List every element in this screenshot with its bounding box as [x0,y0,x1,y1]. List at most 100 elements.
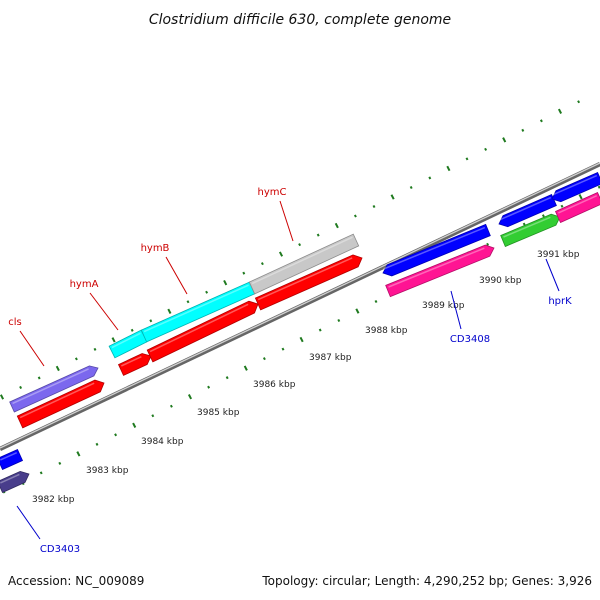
tick-mark [281,347,285,351]
tick-mark [409,185,413,189]
gene-feature-highlight [251,236,353,285]
tick-mark [223,280,228,286]
tick-mark [484,147,488,151]
gene-feature-highlight [121,355,142,367]
tick-mark [560,204,564,208]
tick-mark [260,262,264,266]
tick-mark [390,194,395,200]
scale-label: 3990 kbp [479,276,522,286]
gene-feature[interactable] [554,191,600,224]
gene-feature-highlight [0,451,18,461]
gene-label-cd3408[interactable]: CD3408 [450,334,490,345]
gene-feature-highlight [111,332,141,349]
gene-feature[interactable] [117,353,152,376]
tick-mark [37,376,41,380]
tick-mark [298,243,302,247]
tick-mark [278,251,284,257]
scale-label: 3984 kbp [141,437,184,447]
accession-label: Accession: NC_009089 [8,574,144,588]
tick-mark [19,385,23,389]
gene-feature[interactable] [0,448,24,471]
backbone-highlight [0,162,600,449]
tick-mark [557,108,563,114]
tick-marks-outer [0,100,581,400]
tick-mark [167,308,172,314]
tick-mark [243,365,248,371]
scale-label: 3983 kbp [86,466,129,476]
gene-label-hprk[interactable]: hprK [548,296,572,307]
gene-label-hyma[interactable]: hymA [70,279,99,290]
tick-mark [95,442,99,446]
tick-mark [39,471,43,475]
gene-feature[interactable] [500,213,561,248]
genome-stats-label: Topology: circular; Length: 4,290,252 bp… [261,574,592,588]
tick-mark [353,214,357,218]
tick-mark [541,214,545,218]
tick-mark [465,157,469,161]
tick-mark [521,128,525,132]
tick-mark [242,271,246,275]
gene-feature-highlight [383,226,486,270]
tick-mark [446,165,451,172]
gene-feature-highlight [143,284,249,333]
tick-mark [132,422,137,428]
tick-mark [151,414,155,418]
gene-label-leader [279,200,294,242]
tick-mark [337,319,341,323]
gene-feature-highlight [503,216,551,238]
gene-feature-highlight [0,473,20,484]
tick-mark [169,404,173,408]
gene-feature[interactable] [146,300,259,363]
scale-label: 3991 kbp [537,250,580,260]
gene-feature-highlight [558,194,598,214]
gene-feature-highlight [12,368,89,405]
gene-label-hymb[interactable]: hymB [141,243,170,254]
tick-mark [539,119,543,123]
gene-label-cd3403[interactable]: CD3403 [40,544,80,555]
gene-feature[interactable] [9,365,99,413]
gene-label-leader [89,292,119,331]
gene-feature-highlight [257,257,353,301]
feature-track [0,171,600,494]
tick-mark [578,194,583,200]
scale-label: 3986 kbp [253,380,296,390]
tick-mark [428,176,432,180]
tick-mark [225,376,229,380]
gene-feature-highlight [388,247,485,288]
tick-mark [111,337,116,343]
tick-mark [318,328,322,332]
tick-mark [55,365,60,372]
tick-mark [374,299,378,304]
scale-label: 3989 kbp [422,301,465,311]
gene-feature-highlight [19,382,95,419]
tick-mark [76,451,81,457]
scale-label: 3982 kbp [32,495,75,505]
map-title: Clostridium difficile 630, complete geno… [149,12,451,28]
gene-labels: cls hymA hymB hymC CD3408 hprK CD3403 [8,187,572,555]
tick-mark [58,461,62,465]
tick-mark [0,394,5,400]
tick-mark [130,328,134,332]
tick-mark [334,222,339,229]
gene-feature[interactable] [254,254,363,311]
gene-feature[interactable] [248,233,360,295]
tick-mark [205,290,209,294]
gene-feature[interactable] [0,470,30,494]
scale-label: 3987 kbp [309,353,352,363]
tick-mark [114,433,118,437]
tick-mark [577,100,581,104]
gene-label-cls[interactable]: cls [8,317,22,328]
tick-mark [187,394,193,400]
gene-label-leader [165,256,188,295]
tick-mark [355,308,360,314]
gene-label-leader [450,290,462,330]
gene-feature[interactable] [385,244,495,298]
genome-backbone [0,161,600,452]
gene-label-hymc[interactable]: hymC [258,187,287,198]
gene-feature[interactable] [551,171,600,203]
gene-feature[interactable] [16,379,105,429]
gene-feature[interactable] [382,223,491,277]
backbone-line [0,161,600,452]
tick-mark [502,137,507,143]
